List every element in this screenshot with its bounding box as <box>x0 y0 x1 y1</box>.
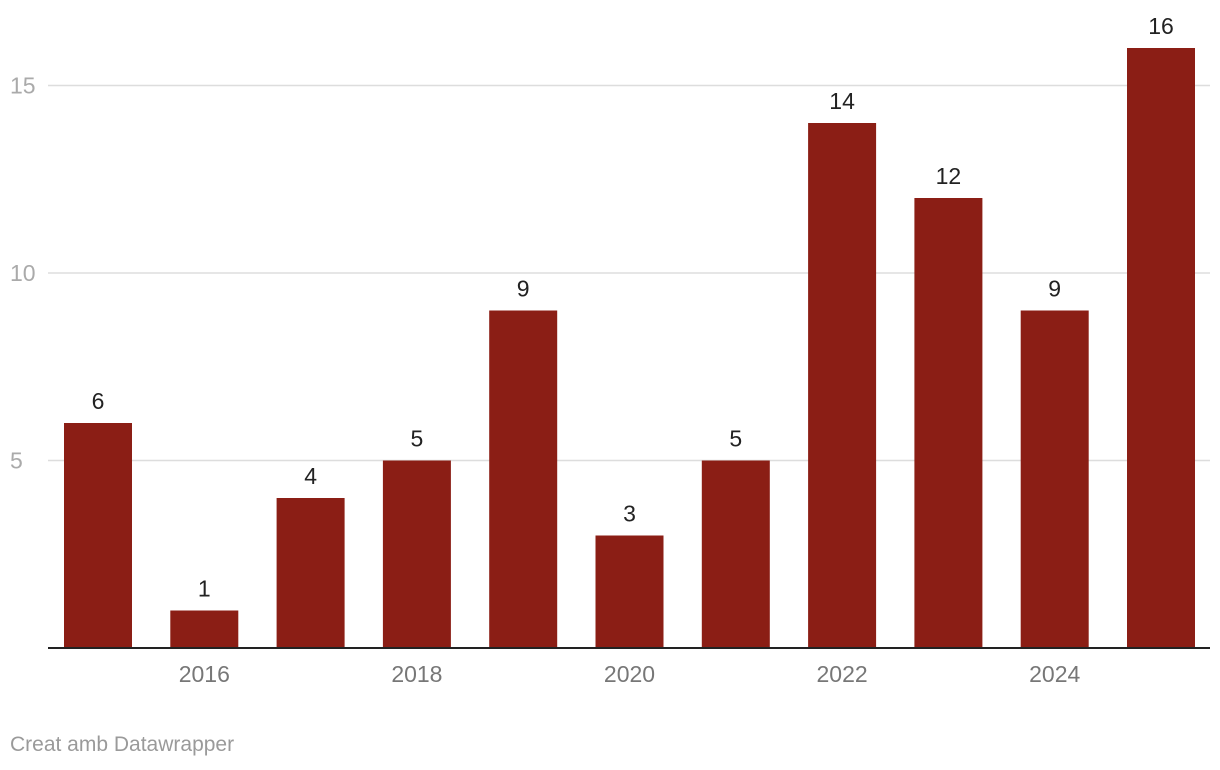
data-label-2016: 1 <box>198 576 211 602</box>
data-label-2017: 4 <box>304 463 317 489</box>
data-label-2021: 5 <box>729 426 742 452</box>
data-label-2025: 16 <box>1148 13 1174 39</box>
data-label-2018: 5 <box>411 426 424 452</box>
data-label-2024: 9 <box>1048 276 1061 302</box>
bar-2023 <box>914 198 983 648</box>
bar-2016 <box>170 610 239 648</box>
x-tick-label: 2020 <box>604 661 655 687</box>
bar-layer <box>64 48 1195 648</box>
y-tick-label: 15 <box>10 73 36 99</box>
bar-2024 <box>1020 310 1089 648</box>
bar-2020 <box>595 535 664 648</box>
credit-text: Creat amb Datawrapper <box>10 733 235 756</box>
bar-2022 <box>808 123 877 648</box>
bar-2017 <box>276 498 345 648</box>
x-tick-label: 2018 <box>391 661 442 687</box>
data-label-2015: 6 <box>92 388 105 414</box>
x-tick-label: 2022 <box>817 661 868 687</box>
bar-2019 <box>489 310 558 648</box>
x-tick-label: 2016 <box>179 661 230 687</box>
data-label-2019: 9 <box>517 276 530 302</box>
data-label-2023: 12 <box>936 163 962 189</box>
grid-layer <box>48 84 1210 462</box>
x-tick-label: 2024 <box>1029 661 1080 687</box>
bar-2015 <box>64 423 132 648</box>
bar-2018 <box>382 460 451 648</box>
bar-2021 <box>701 460 770 648</box>
data-label-2022: 14 <box>829 88 855 114</box>
y-tick-label: 10 <box>10 260 36 286</box>
y-tick-label: 5 <box>10 448 23 474</box>
bar-2025 <box>1127 48 1195 648</box>
data-label-2020: 3 <box>623 501 636 527</box>
